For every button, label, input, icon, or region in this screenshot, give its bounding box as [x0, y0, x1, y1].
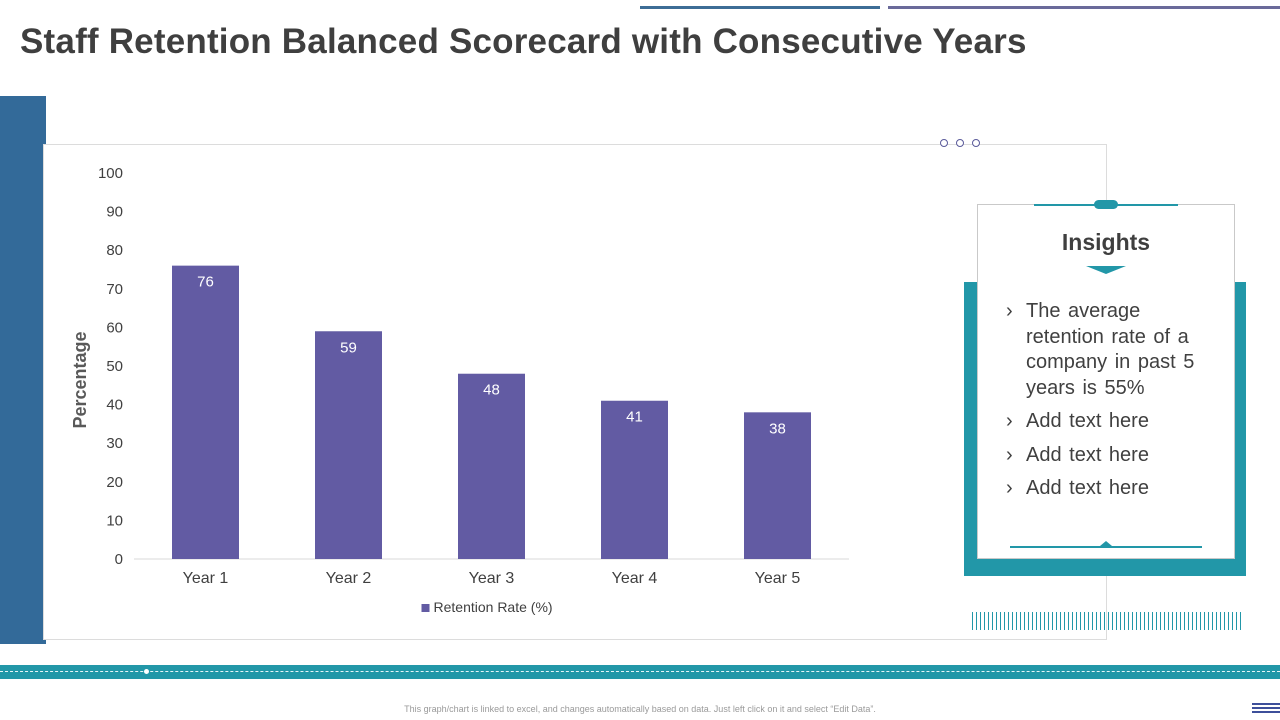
y-tick-label: 30 [106, 435, 123, 452]
y-tick-label: 60 [106, 319, 123, 336]
y-tick-label: 0 [115, 551, 123, 568]
legend-label: Retention Rate (%) [434, 599, 553, 615]
footer-band-dot [144, 669, 149, 674]
bar-year-1 [172, 265, 239, 559]
y-tick-label: 50 [106, 358, 123, 375]
data-label: 59 [340, 339, 357, 356]
card-pill [1094, 200, 1118, 209]
footer-band-dash [0, 671, 1280, 672]
data-label: 76 [197, 274, 214, 291]
insights-list: The average retention rate of a company … [1006, 299, 1221, 510]
x-tick-label: Year 2 [326, 570, 372, 587]
footer-note: This graph/chart is linked to excel, and… [404, 704, 876, 714]
heading-triangle-icon [1086, 266, 1126, 274]
footer-band [0, 665, 1280, 679]
y-tick-label: 100 [98, 165, 123, 182]
y-tick-label: 20 [106, 474, 123, 491]
y-tick-label: 70 [106, 281, 123, 298]
legend-swatch [421, 604, 430, 612]
page-title: Staff Retention Balanced Scorecard with … [20, 22, 1027, 61]
decor-dots [940, 139, 980, 147]
y-tick-label: 80 [106, 242, 123, 259]
y-tick-label: 40 [106, 397, 123, 414]
insights-panel: Insights The average retention rate of a… [977, 200, 1235, 559]
menu-lines-icon [1252, 703, 1280, 715]
card-bottom-line [1010, 546, 1202, 548]
insights-heading: Insights [1061, 229, 1151, 255]
decor-hatch-pattern [972, 612, 1242, 630]
insight-item: Add text here [1006, 409, 1221, 435]
x-tick-label: Year 3 [469, 570, 515, 587]
top-accent-line-right [888, 6, 1280, 9]
x-tick-label: Year 1 [183, 570, 229, 587]
data-label: 41 [626, 409, 643, 426]
data-label: 38 [769, 420, 786, 437]
bar-year-5 [744, 412, 811, 559]
y-tick-label: 90 [106, 204, 123, 221]
insight-item: Add text here [1006, 443, 1221, 469]
bar-year-2 [315, 331, 382, 559]
retention-bar-chart[interactable]: 0 10 20 30 40 50 60 70 80 90 100 Percentage 76 Year 1… [44, 145, 1108, 641]
insight-item: The average retention rate of a company … [1006, 299, 1221, 401]
top-accent-line-left [640, 6, 880, 9]
left-accent-bar [0, 96, 46, 644]
x-tick-label: Year 5 [755, 570, 801, 587]
y-axis-title: Percentage [70, 331, 90, 428]
bar-year-4 [601, 400, 668, 559]
data-label: 48 [483, 382, 500, 399]
insight-item: Add text here [1006, 476, 1221, 502]
card-bottom-triangle-icon [1100, 541, 1112, 546]
bar-year-3 [458, 373, 525, 559]
x-tick-label: Year 4 [612, 570, 658, 587]
chart-frame[interactable]: 0 10 20 30 40 50 60 70 80 90 100 Percentage 76 Year 1… [43, 144, 1107, 640]
y-tick-label: 10 [106, 512, 123, 529]
